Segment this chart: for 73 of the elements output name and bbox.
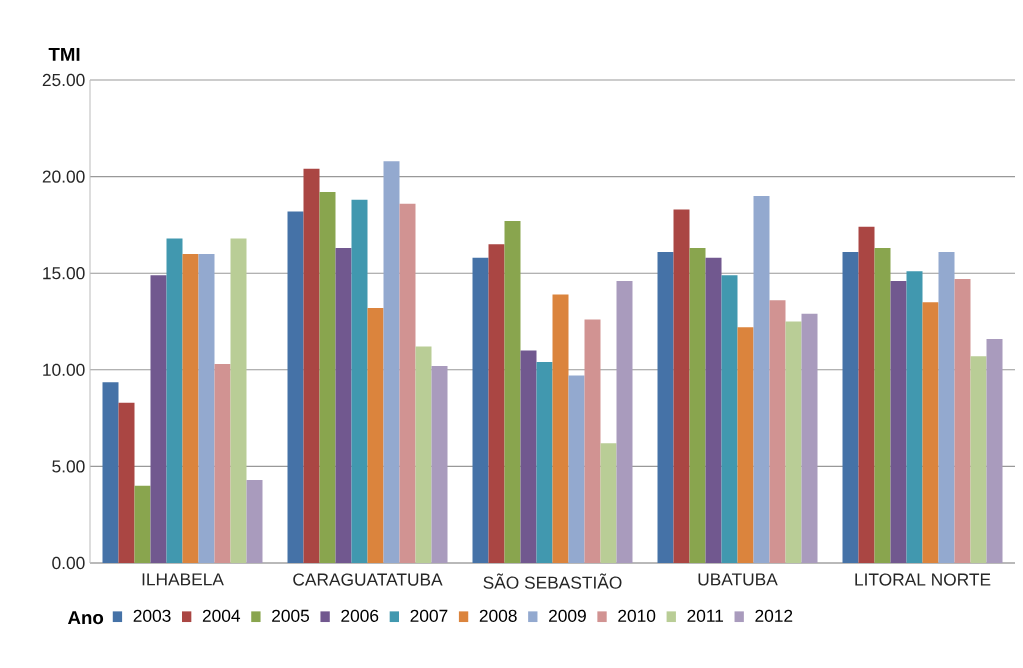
bar xyxy=(568,375,585,563)
legend-label: 2007 xyxy=(410,609,448,622)
bar xyxy=(584,319,601,563)
bar xyxy=(657,251,674,563)
bar xyxy=(303,168,320,563)
bar xyxy=(214,364,231,563)
y-tick-label: 15.00 xyxy=(43,267,85,280)
bar xyxy=(520,350,537,563)
legend-label: 2012 xyxy=(755,609,793,622)
y-tick-label: 20.00 xyxy=(42,170,85,183)
legend-title: Ano xyxy=(67,611,104,625)
legend-label: 2008 xyxy=(479,609,517,622)
legend-label: 2011 xyxy=(687,609,724,622)
legend-label: 2005 xyxy=(272,609,310,622)
bar xyxy=(737,327,754,563)
bar xyxy=(705,257,722,563)
y-tick-label: 0.00 xyxy=(52,556,85,570)
bar xyxy=(890,280,907,563)
bar xyxy=(399,203,416,563)
bar xyxy=(118,402,135,563)
legend-label: 2003 xyxy=(133,609,171,622)
legend-label: 2010 xyxy=(618,609,656,622)
bar xyxy=(842,251,859,563)
bar xyxy=(102,382,119,563)
bar xyxy=(970,356,987,563)
bar xyxy=(986,338,1003,563)
legend-label: 2009 xyxy=(549,609,586,622)
bar xyxy=(367,307,384,563)
y-tick-label: 5.00 xyxy=(52,460,85,473)
bar xyxy=(134,485,151,563)
bar xyxy=(858,226,875,563)
bar xyxy=(616,280,633,563)
x-tick-label: CARAGUATATUBA xyxy=(293,573,443,586)
bar xyxy=(801,313,818,563)
bar xyxy=(335,248,352,563)
bar xyxy=(785,321,802,563)
bar xyxy=(351,199,368,563)
bar xyxy=(287,211,304,563)
bar xyxy=(150,275,167,563)
bar xyxy=(874,248,891,563)
y-tick-label: 10.00 xyxy=(43,363,85,376)
bar xyxy=(230,238,247,563)
x-tick-label: UBATUBA xyxy=(698,573,778,586)
legend-label: 2004 xyxy=(202,609,241,622)
bar xyxy=(769,300,786,563)
y-axis-title: TMI xyxy=(48,47,80,61)
x-tick-label: SÃO SEBASTIÃO xyxy=(483,573,622,589)
bar xyxy=(198,253,215,563)
legend-label: 2006 xyxy=(341,609,379,622)
bar xyxy=(536,362,553,563)
bar xyxy=(182,253,199,563)
bar xyxy=(721,275,738,563)
bar xyxy=(922,302,939,563)
bar xyxy=(472,257,489,563)
bar xyxy=(383,161,400,563)
bar xyxy=(319,192,336,563)
bar xyxy=(246,479,263,563)
bar xyxy=(689,248,706,563)
bar xyxy=(431,365,448,563)
bar xyxy=(504,221,521,563)
bar xyxy=(938,251,955,563)
bar xyxy=(954,278,971,563)
bar xyxy=(415,346,432,563)
x-tick-label: ILHABELA xyxy=(142,573,224,586)
bar xyxy=(600,443,617,563)
x-tick-label: LITORAL NORTE xyxy=(855,573,991,586)
bar xyxy=(488,244,505,563)
bar xyxy=(753,195,770,563)
y-tick-label: 25.00 xyxy=(42,73,85,87)
bar xyxy=(552,294,569,563)
bar xyxy=(906,271,923,563)
bar xyxy=(166,238,183,563)
bar xyxy=(673,209,690,563)
